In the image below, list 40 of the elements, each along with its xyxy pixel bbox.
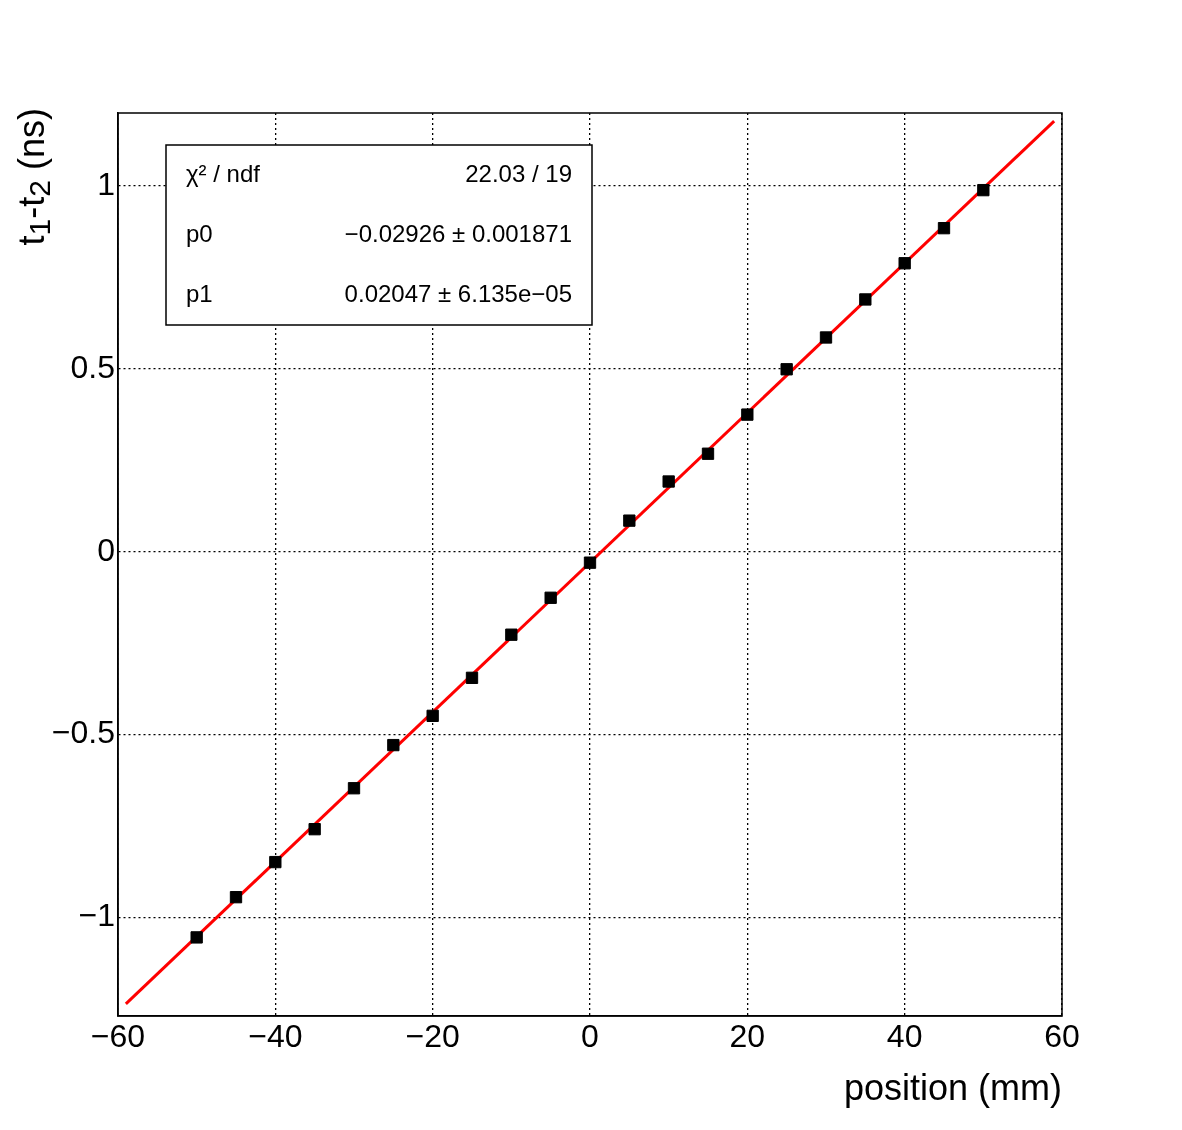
point: [544, 591, 557, 604]
x-axis-title: position (mm): [843, 1067, 1062, 1109]
x-tick-label: 20: [729, 1018, 766, 1055]
point: [741, 408, 754, 421]
annotation: p1: [186, 279, 213, 307]
y-tick-label: 1: [97, 165, 115, 202]
x-tick-label: −20: [405, 1018, 460, 1055]
point: [505, 628, 518, 641]
y-tick-label: −1: [78, 897, 115, 934]
point: [937, 222, 951, 235]
y-tick-label: −0.5: [51, 714, 115, 751]
point: [465, 671, 479, 684]
point: [819, 331, 833, 344]
y-tick-label: 0: [97, 531, 115, 568]
point: [190, 931, 203, 944]
point: [898, 257, 911, 270]
point: [426, 709, 439, 723]
point: [701, 447, 715, 460]
point: [308, 823, 321, 836]
point: [229, 891, 243, 904]
point: [583, 556, 597, 569]
point: [387, 738, 400, 752]
annotation: 0.02047 ± 6.135e−05: [344, 279, 572, 307]
point: [269, 855, 282, 869]
point: [977, 183, 990, 197]
x-tick-label: 60: [1044, 1018, 1080, 1055]
x-tick-label: 0: [581, 1018, 599, 1055]
annotation: 22.03 / 19: [465, 159, 572, 187]
point: [859, 293, 872, 306]
x-tick-label: −60: [90, 1018, 146, 1055]
annotation: −0.02926 ± 0.001871: [344, 219, 572, 247]
y-tick-label: 0.5: [70, 348, 115, 385]
x-tick-label: 40: [886, 1018, 923, 1055]
point: [347, 782, 361, 795]
point: [662, 475, 675, 488]
point: [780, 363, 793, 376]
x-tick-label: −40: [248, 1018, 303, 1055]
annotation: p0: [186, 219, 213, 247]
point: [623, 514, 636, 527]
annotation: χ² / ndf: [186, 159, 261, 187]
